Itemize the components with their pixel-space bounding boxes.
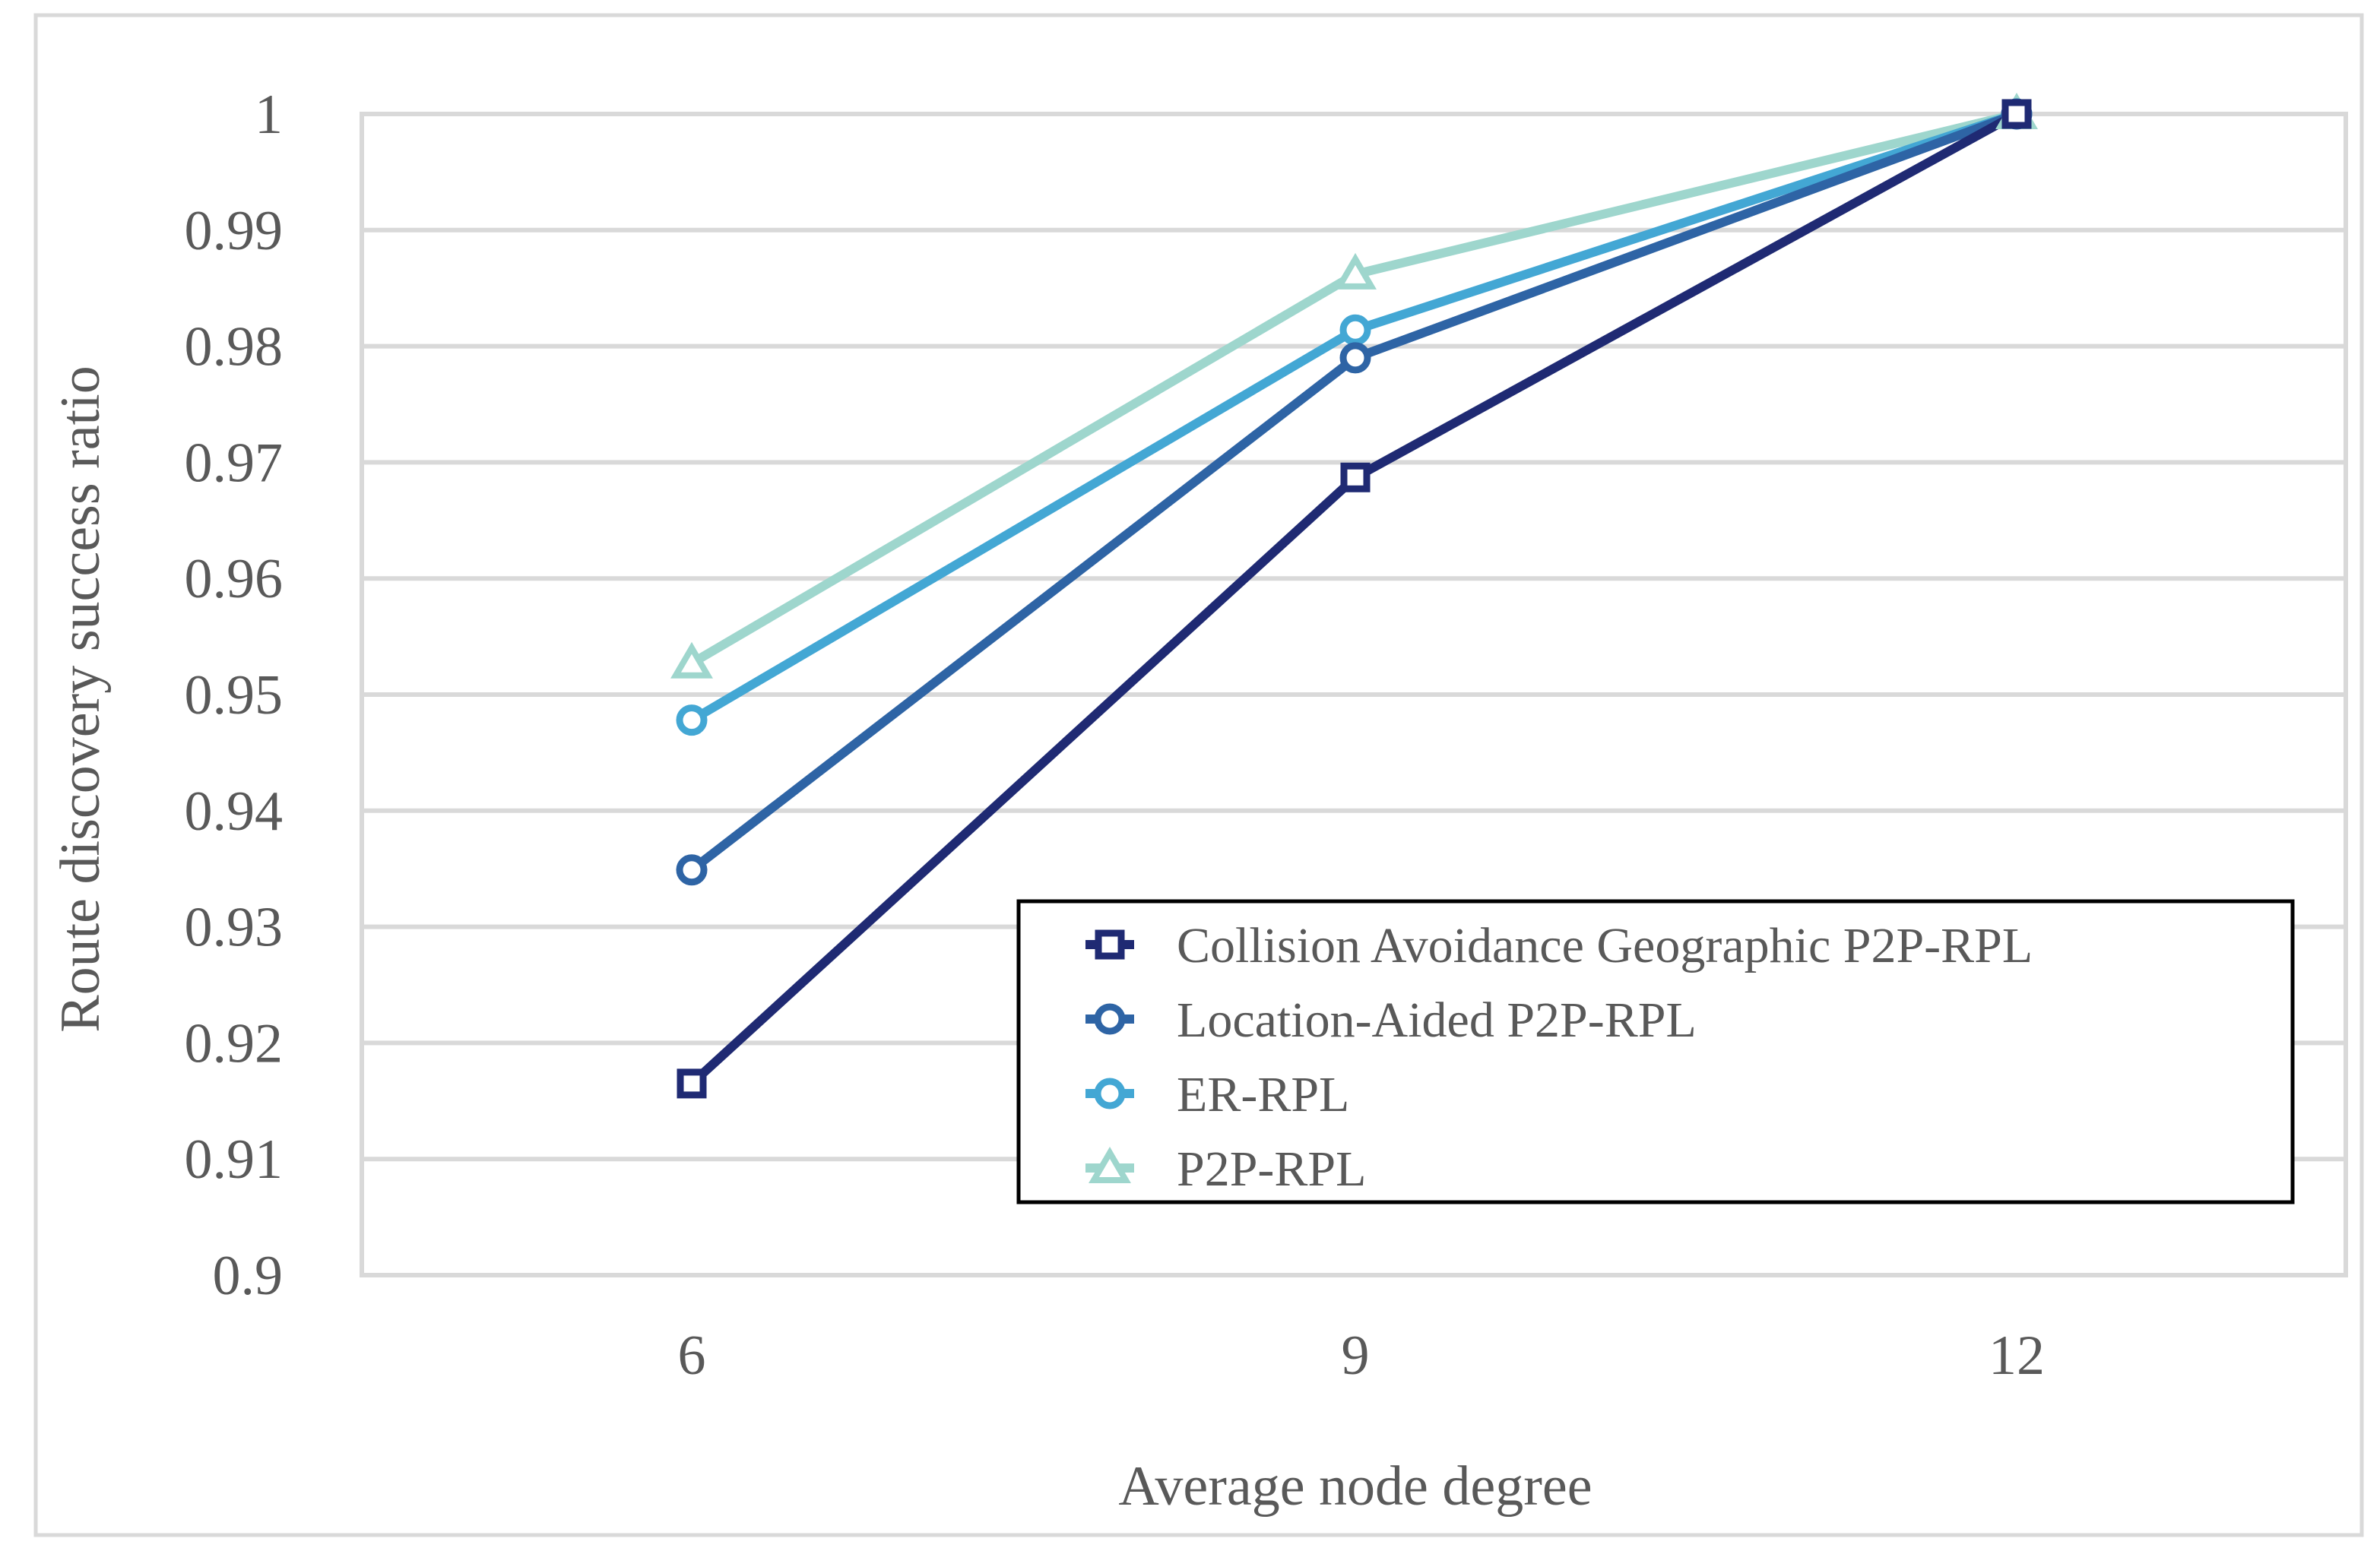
x-axis-title: Average node degree xyxy=(1118,1455,1592,1518)
y-tick-label: 0.97 xyxy=(185,432,284,494)
y-tick-label: 0.93 xyxy=(185,897,284,959)
x-tick-label: 9 xyxy=(1342,1325,1370,1387)
y-tick-label: 0.96 xyxy=(185,548,284,610)
y-axis-ticks: 0.9 0.91 0.92 0.93 0.94 0.95 0.96 0.97 0.98 0.99 1 xyxy=(185,84,284,1307)
x-tick-label: 6 xyxy=(678,1325,706,1387)
legend-label: ER-RPL xyxy=(1177,1067,1349,1122)
y-tick-label: 0.92 xyxy=(185,1012,284,1075)
data-point xyxy=(1339,314,1371,346)
legend-marker xyxy=(1094,1078,1126,1109)
legend-marker xyxy=(1095,929,1125,960)
legend-label: Collision Avoidance Geographic P2P-RPL xyxy=(1177,918,2033,973)
y-tick-label: 0.99 xyxy=(185,200,284,262)
legend-label: Location-Aided P2P-RPL xyxy=(1177,992,1697,1048)
y-axis-title: Route discovery success ratio xyxy=(49,366,112,1033)
legend-box xyxy=(1016,899,2295,1204)
legend: Collision Avoidance Geographic P2P-RPL Lo… xyxy=(1016,899,2295,1204)
y-tick-label: 1 xyxy=(255,84,283,146)
data-point xyxy=(1339,342,1371,374)
legend-marker xyxy=(1089,1147,1131,1183)
legend-label: P2P-RPL xyxy=(1177,1141,1366,1197)
series-markers xyxy=(670,93,2038,1099)
y-tick-label: 0.95 xyxy=(185,664,284,726)
y-tick-label: 0.9 xyxy=(213,1245,284,1307)
data-point xyxy=(677,1068,707,1099)
x-axis-ticks: 6 9 12 xyxy=(678,1325,2046,1387)
y-tick-label: 0.91 xyxy=(185,1128,284,1191)
data-point xyxy=(1334,252,1377,290)
legend-marker xyxy=(1094,1003,1126,1035)
data-point xyxy=(676,704,708,736)
data-point xyxy=(670,641,713,679)
y-tick-label: 0.94 xyxy=(185,780,284,843)
chart-frame xyxy=(33,13,2364,1537)
data-point xyxy=(676,854,708,886)
data-point xyxy=(2001,99,2032,129)
data-point xyxy=(1340,462,1371,492)
y-tick-label: 0.98 xyxy=(185,316,284,378)
x-tick-label: 12 xyxy=(1989,1325,2045,1387)
